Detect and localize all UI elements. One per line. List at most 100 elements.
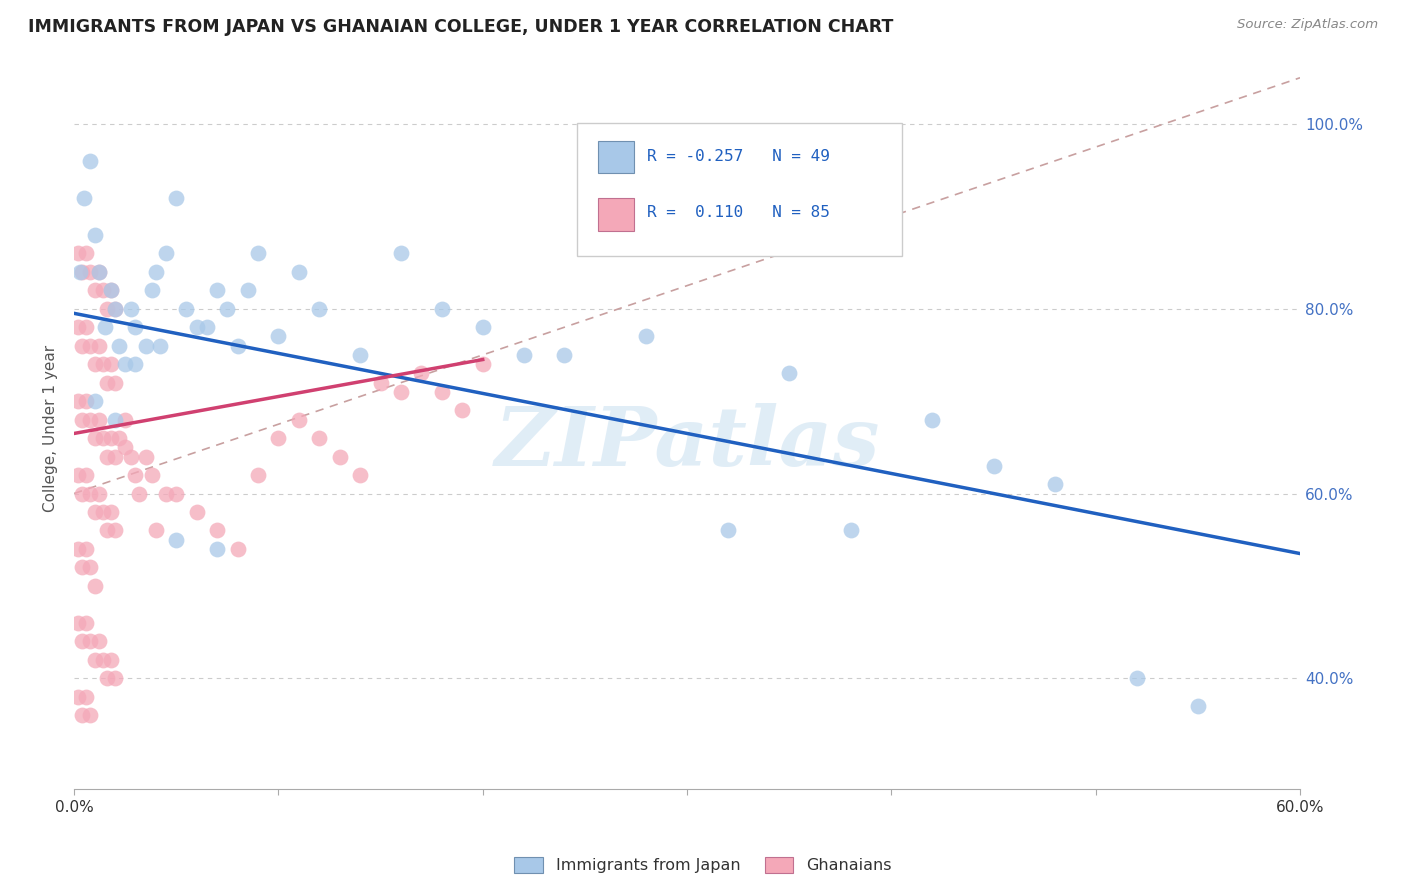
Point (67, 394, 90, 409)
Point (104, 376, 127, 390)
Point (72, 560, 94, 574)
Point (1043, 477, 1066, 491)
Point (149, 339, 172, 353)
Point (246, 246, 269, 260)
Point (471, 357, 494, 371)
Point (79, 634, 101, 648)
Point (83, 579, 105, 593)
Point (67, 615, 90, 630)
Point (411, 367, 433, 381)
Point (79, 153, 101, 168)
Point (100, 283, 122, 297)
Point (72, 634, 94, 648)
Point (349, 468, 371, 483)
Point (114, 357, 136, 371)
Point (155, 486, 177, 500)
Point (91, 431, 114, 445)
Point (217, 301, 239, 316)
Point (83, 431, 105, 445)
Point (83, 357, 105, 371)
Point (430, 301, 453, 316)
Point (75, 320, 97, 334)
Point (67, 690, 90, 704)
Point (135, 339, 157, 353)
Point (165, 533, 187, 547)
Point (165, 486, 187, 500)
Point (124, 468, 146, 483)
Point (636, 329, 658, 343)
Text: IMMIGRANTS FROM JAPAN VS GHANAIAN COLLEGE, UNDER 1 YEAR CORRELATION CHART: IMMIGRANTS FROM JAPAN VS GHANAIAN COLLEG… (28, 18, 893, 36)
Point (226, 541, 249, 556)
Point (108, 339, 131, 353)
Point (83, 227, 105, 242)
Point (93, 320, 115, 334)
Point (1125, 671, 1147, 685)
Point (778, 367, 800, 381)
Point (96, 671, 118, 685)
Point (135, 450, 157, 464)
Text: ZIPatlas: ZIPatlas (495, 403, 880, 483)
Point (145, 265, 167, 279)
Point (79, 412, 101, 426)
Point (75, 690, 97, 704)
Point (100, 357, 122, 371)
Point (512, 348, 534, 362)
Point (69, 265, 91, 279)
Point (141, 468, 163, 483)
Point (67, 320, 90, 334)
Point (100, 505, 122, 519)
Point (100, 431, 122, 445)
Point (226, 339, 249, 353)
Point (100, 653, 122, 667)
Point (96, 450, 118, 464)
Point (246, 468, 269, 483)
Point (389, 246, 412, 260)
FancyBboxPatch shape (576, 122, 901, 256)
Legend: Immigrants from Japan, Ghanaians: Immigrants from Japan, Ghanaians (508, 850, 898, 880)
Point (141, 283, 163, 297)
Point (839, 524, 862, 538)
Point (104, 671, 127, 685)
Point (370, 376, 392, 390)
Point (114, 412, 136, 426)
Point (67, 246, 90, 260)
Point (72, 486, 94, 500)
Point (155, 246, 177, 260)
Point (553, 348, 575, 362)
Point (91, 505, 114, 519)
Y-axis label: College, Under 1 year: College, Under 1 year (44, 345, 58, 512)
Point (75, 541, 97, 556)
Point (83, 653, 105, 667)
Point (75, 615, 97, 630)
Point (67, 541, 90, 556)
Point (79, 560, 101, 574)
Point (72, 265, 94, 279)
Point (87, 486, 110, 500)
Point (72, 708, 94, 723)
Point (983, 458, 1005, 473)
Point (717, 524, 740, 538)
Point (389, 384, 412, 399)
Bar (598, 141, 634, 173)
Point (87, 265, 110, 279)
Point (921, 412, 943, 426)
Point (83, 394, 105, 409)
Point (96, 524, 118, 538)
Point (120, 450, 142, 464)
Point (471, 320, 494, 334)
Point (79, 486, 101, 500)
Point (87, 412, 110, 426)
Point (87, 339, 110, 353)
Point (128, 486, 150, 500)
Point (104, 301, 127, 316)
Point (205, 541, 228, 556)
Point (308, 301, 330, 316)
Text: R =  0.110   N = 85: R = 0.110 N = 85 (647, 205, 830, 220)
Point (79, 708, 101, 723)
Point (91, 653, 114, 667)
Point (288, 265, 311, 279)
Point (104, 524, 127, 538)
Point (83, 283, 105, 297)
Point (267, 329, 290, 343)
Point (267, 431, 290, 445)
